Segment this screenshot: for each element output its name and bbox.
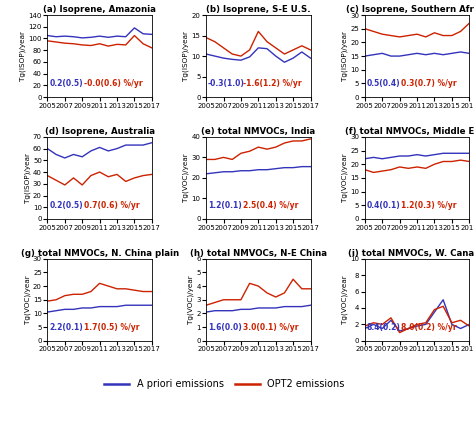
Y-axis label: Tg(VOC)/year: Tg(VOC)/year: [183, 154, 190, 202]
Y-axis label: Tg(VOC)/year: Tg(VOC)/year: [188, 275, 194, 324]
Title: (h) total NMVOCs, N-E China: (h) total NMVOCs, N-E China: [190, 249, 327, 258]
Text: 8.0(0.2) %/yr: 8.0(0.2) %/yr: [401, 323, 457, 332]
Title: (g) total NMVOCs, N. China plain: (g) total NMVOCs, N. China plain: [20, 249, 179, 258]
Y-axis label: Tg(ISOP)/year: Tg(ISOP)/year: [20, 31, 26, 81]
Text: 1.7(0.5) %/yr: 1.7(0.5) %/yr: [84, 323, 139, 332]
Text: 1.2(0.1): 1.2(0.1): [208, 201, 242, 210]
Y-axis label: Tg(VOC)/year: Tg(VOC)/year: [342, 275, 348, 324]
Text: 0.4(0.1): 0.4(0.1): [366, 201, 401, 210]
Text: -0.3(1.0): -0.3(1.0): [208, 79, 245, 88]
Title: (d) Isoprene, Australia: (d) Isoprene, Australia: [45, 127, 155, 136]
Y-axis label: Tg(ISOP)/year: Tg(ISOP)/year: [183, 31, 190, 81]
Text: -0.0(0.6) %/yr: -0.0(0.6) %/yr: [84, 79, 143, 88]
Text: 3.0(0.1) %/yr: 3.0(0.1) %/yr: [243, 323, 298, 332]
Text: 0.2(0.5): 0.2(0.5): [49, 201, 83, 210]
Title: (c) Isoprene, Southern Africa: (c) Isoprene, Southern Africa: [346, 5, 474, 14]
Title: (i) total NMVOCs, W. Canada: (i) total NMVOCs, W. Canada: [348, 249, 474, 258]
Y-axis label: Tg(VOC)/year: Tg(VOC)/year: [24, 275, 31, 324]
Text: 1.2(0.3) %/yr: 1.2(0.3) %/yr: [401, 201, 457, 210]
Text: 0.3(0.7) %/yr: 0.3(0.7) %/yr: [401, 79, 457, 88]
Title: (e) total NMVOCs, India: (e) total NMVOCs, India: [201, 127, 315, 136]
Text: 0.5(0.4): 0.5(0.4): [366, 79, 400, 88]
Title: (f) total NMVOCs, Middle East: (f) total NMVOCs, Middle East: [345, 127, 474, 136]
Y-axis label: Tg(VOC)/year: Tg(VOC)/year: [342, 154, 348, 202]
Title: (b) Isoprene, S-E U.S.: (b) Isoprene, S-E U.S.: [206, 5, 310, 14]
Y-axis label: Tg(ISOP)/year: Tg(ISOP)/year: [342, 31, 348, 81]
Text: -1.6(1.2) %/yr: -1.6(1.2) %/yr: [243, 79, 301, 88]
Text: 8.4(0.2): 8.4(0.2): [366, 323, 401, 332]
Y-axis label: Tg(ISOP)/year: Tg(ISOP)/year: [24, 153, 31, 203]
Text: 2.5(0.4) %/yr: 2.5(0.4) %/yr: [243, 201, 298, 210]
Text: 1.6(0.0): 1.6(0.0): [208, 323, 242, 332]
Text: 0.7(0.6) %/yr: 0.7(0.6) %/yr: [84, 201, 139, 210]
Legend: A priori emissions, OPT2 emissions: A priori emissions, OPT2 emissions: [100, 375, 348, 393]
Title: (a) Isoprene, Amazonia: (a) Isoprene, Amazonia: [43, 5, 156, 14]
Text: 2.2(0.1): 2.2(0.1): [49, 323, 83, 332]
Text: 0.2(0.5): 0.2(0.5): [49, 79, 83, 88]
